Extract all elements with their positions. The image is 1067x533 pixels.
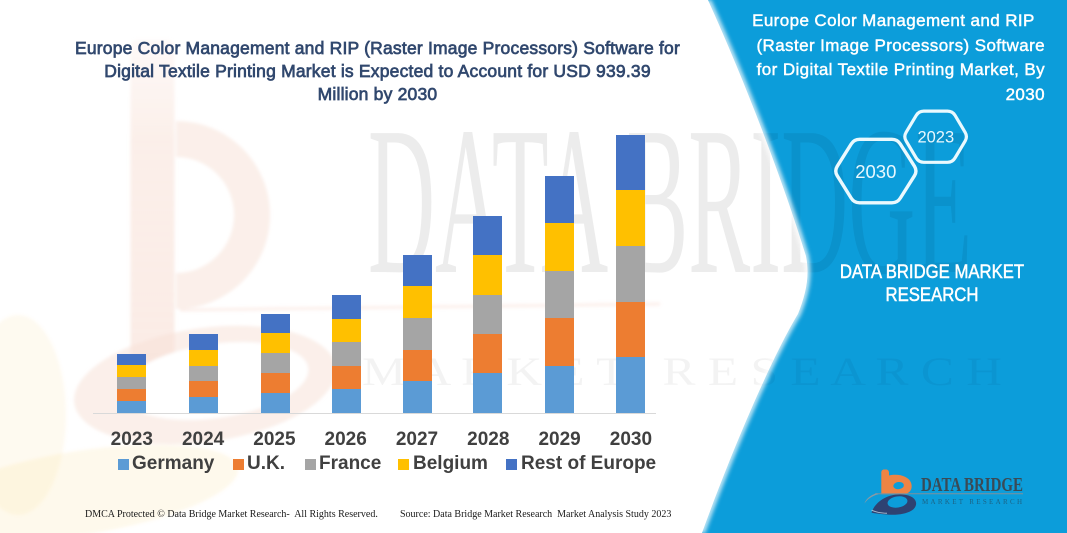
svg-text:2030: 2030	[855, 161, 896, 182]
svg-text:DATA BRIDGE: DATA BRIDGE	[921, 474, 1023, 496]
svg-text:2023: 2023	[917, 129, 954, 147]
svg-text:MARKET RESEARCH: MARKET RESEARCH	[922, 498, 1022, 506]
